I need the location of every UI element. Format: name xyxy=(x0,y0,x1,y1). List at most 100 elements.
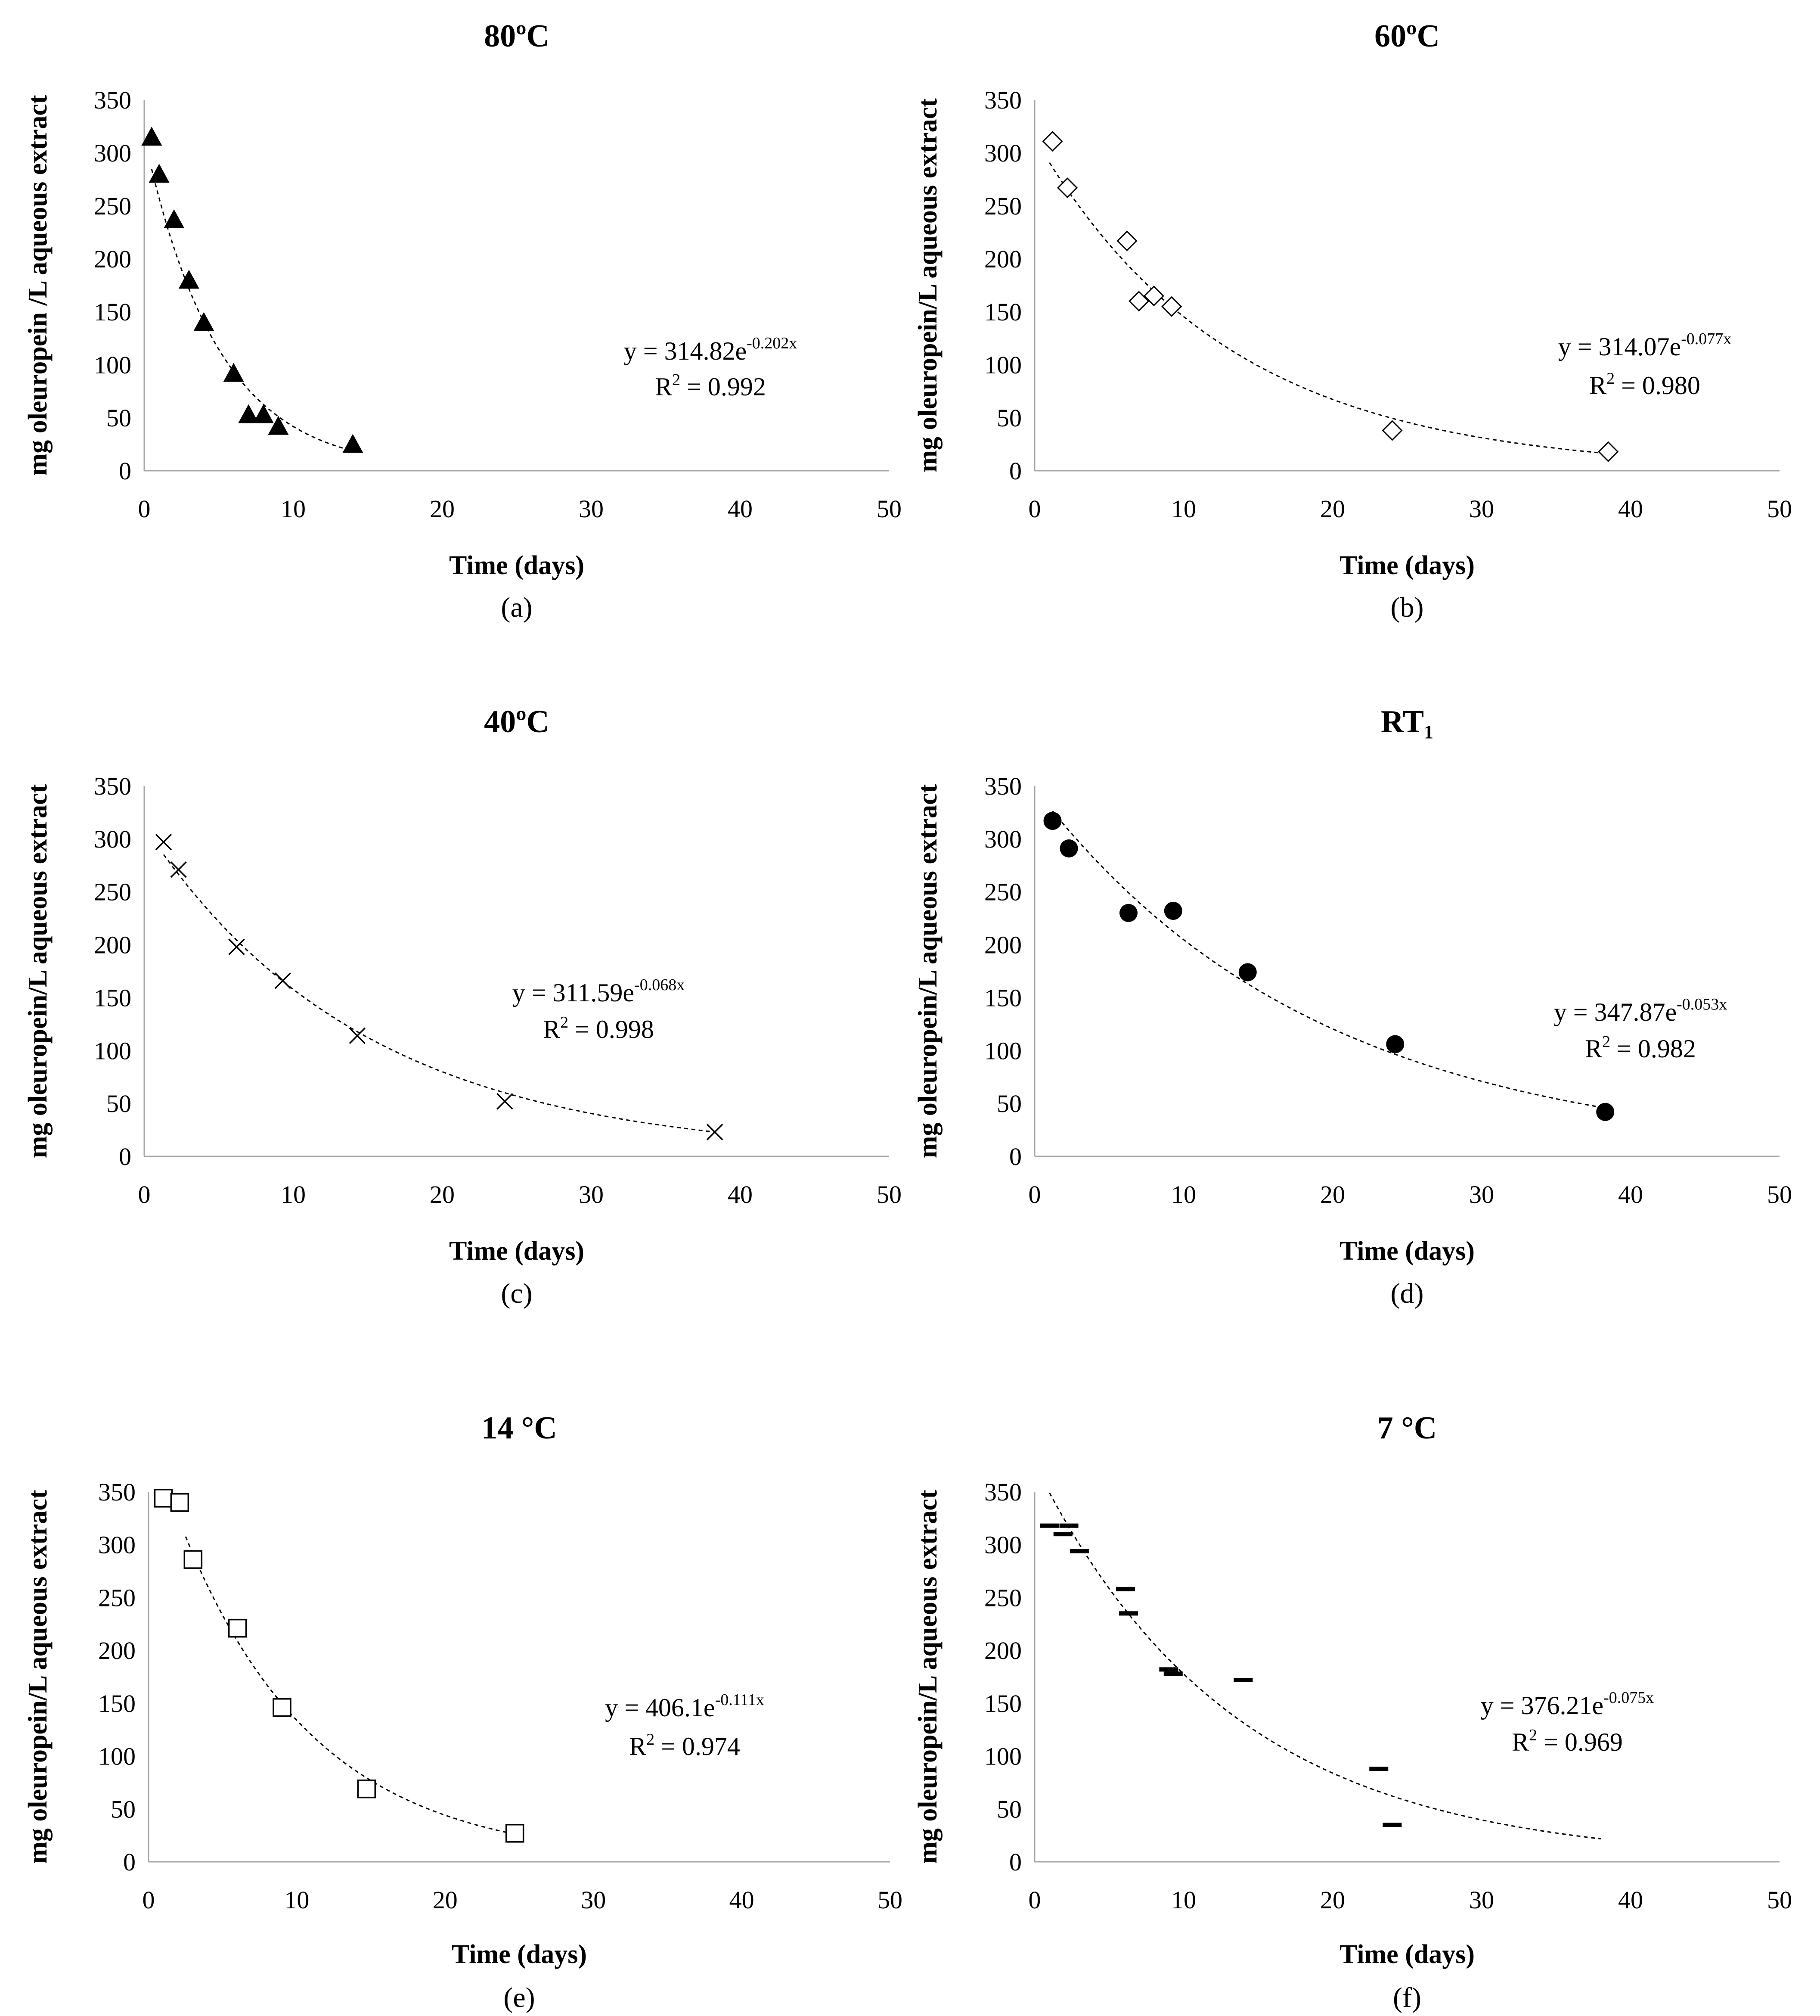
data-point xyxy=(1369,1767,1389,1771)
r-squared-value: = 0.974 xyxy=(654,1732,740,1761)
x-axis-title: Time (days) xyxy=(1339,1940,1475,1969)
data-point xyxy=(1386,1035,1405,1053)
x-tick-label: 50 xyxy=(1767,1886,1792,1914)
y-tick-label: 200 xyxy=(94,245,131,273)
data-point xyxy=(1382,420,1403,441)
x-tick-label: 50 xyxy=(877,495,902,523)
y-tick-label: 200 xyxy=(984,245,1022,273)
data-point xyxy=(1129,291,1150,312)
y-axis-title: mg oleuropein/L aqueous extract xyxy=(913,1490,943,1864)
data-point xyxy=(164,209,185,228)
y-tick-label: 100 xyxy=(94,1037,131,1065)
chart-panel-3: 40ºC 0 50 100 150 200 250 300 350 0 10 20 30 40 50 Time… xyxy=(23,704,902,1309)
y-tick-label: 350 xyxy=(984,86,1022,114)
data-point xyxy=(238,404,259,423)
data-point xyxy=(1043,812,1062,830)
y-tick-label: 150 xyxy=(98,1690,136,1718)
x-tick-label: 30 xyxy=(579,1180,604,1208)
x-axis-title: Time (days) xyxy=(1339,551,1475,580)
y-tick-label: 100 xyxy=(98,1743,136,1771)
y-tick-label: 200 xyxy=(94,931,131,959)
y-tick-label: 200 xyxy=(984,1637,1022,1665)
r-squared: R2 = 0.974 xyxy=(629,1730,740,1761)
x-tick-label: 50 xyxy=(877,1886,902,1914)
trendline xyxy=(1049,1492,1601,1840)
x-axis-title: Time (days) xyxy=(452,1940,587,1969)
chart-panel-2: 60ºC 0 50 100 150 200 250 300 350 0 10 20 30 40 50 Time… xyxy=(913,19,1792,623)
y-tick-label: 0 xyxy=(119,457,131,485)
panel-label: (b) xyxy=(1391,592,1424,623)
r-squared-value: = 0.992 xyxy=(680,373,766,401)
y-tick-label: 250 xyxy=(94,878,131,906)
x-tick-label: 20 xyxy=(430,1180,455,1208)
data-point xyxy=(268,416,289,435)
data-point xyxy=(1164,901,1182,920)
panel-label: (a) xyxy=(501,592,532,623)
data-point xyxy=(1059,1523,1079,1528)
x-tick-label: 0 xyxy=(1029,1886,1041,1914)
x-tick-label: 30 xyxy=(1469,1180,1494,1208)
data-point xyxy=(1070,1549,1089,1553)
data-point xyxy=(223,363,244,382)
r-squared-value: = 0.982 xyxy=(1610,1034,1696,1063)
data-point xyxy=(1116,230,1138,252)
equation-exponent: -0.068x xyxy=(634,976,685,994)
trendline-equation: y = 406.1e-0.111x xyxy=(605,1691,764,1722)
x-tick-label: 20 xyxy=(1320,1180,1345,1208)
trendline xyxy=(185,1536,515,1835)
x-tick-label: 50 xyxy=(1767,1180,1792,1208)
y-tick-label: 300 xyxy=(94,139,131,167)
data-point xyxy=(1040,1523,1059,1528)
data-point xyxy=(1053,1532,1073,1537)
data-point xyxy=(193,312,214,331)
r-squared-superscript: 2 xyxy=(672,371,680,389)
y-tick-label: 100 xyxy=(984,1743,1022,1771)
r-squared-superscript: 2 xyxy=(1529,1726,1537,1744)
y-axis-title: mg oleuropein/L aqueous extract xyxy=(23,784,53,1158)
trendline-equation: y = 347.87e-0.053x xyxy=(1554,995,1727,1026)
data-point xyxy=(178,270,199,289)
r-squared-superscript: 2 xyxy=(646,1730,654,1749)
y-tick-label: 300 xyxy=(94,825,131,853)
y-axis-title: mg oleuropein /L aqueous extract xyxy=(23,95,53,475)
y-tick-label: 50 xyxy=(997,404,1022,432)
r-squared-superscript: 2 xyxy=(1606,370,1615,388)
chart-panel-1: 80ºC 0 50 100 150 200 250 300 350 0 10 20 30 40 50 Time… xyxy=(23,19,902,623)
chart-title-subscript: 1 xyxy=(1424,721,1433,742)
data-point xyxy=(228,1618,247,1638)
y-tick-label: 250 xyxy=(984,878,1022,906)
data-point xyxy=(170,1493,189,1512)
r-squared: R2 = 0.969 xyxy=(1512,1726,1623,1756)
x-tick-label: 20 xyxy=(430,495,455,523)
y-tick-label: 50 xyxy=(111,1795,136,1823)
data-point xyxy=(1238,963,1257,982)
data-point xyxy=(706,1124,723,1140)
chart-title: RT1 xyxy=(1381,704,1433,742)
y-tick-label: 0 xyxy=(1009,457,1022,485)
chart-panel-4: RT1 0 50 100 150 200 250 300 350 0 10 20 30 40 50 Time … xyxy=(913,704,1792,1309)
x-tick-label: 10 xyxy=(1171,495,1196,523)
data-point xyxy=(183,1550,203,1569)
trendline-equation: y = 311.59e-0.068x xyxy=(512,976,685,1007)
trendline xyxy=(151,169,353,452)
equation-exponent: -0.202x xyxy=(747,334,797,352)
equation-exponent: -0.077x xyxy=(1681,330,1731,348)
data-point xyxy=(1159,1667,1178,1672)
y-tick-label: 250 xyxy=(984,1584,1022,1612)
x-axis-title: Time (days) xyxy=(1339,1236,1475,1266)
data-point xyxy=(1596,1103,1615,1121)
r-squared-superscript: 2 xyxy=(560,1013,568,1031)
y-tick-label: 0 xyxy=(119,1143,131,1171)
x-tick-label: 10 xyxy=(1171,1886,1196,1914)
data-point xyxy=(1119,904,1138,922)
x-tick-label: 20 xyxy=(1320,495,1345,523)
x-tick-label: 40 xyxy=(729,1886,754,1914)
chart-panel-6: 7 °C 0 50 100 150 200 250 300 350 0 10 20 30 40 50 Time… xyxy=(913,1410,1792,2013)
x-tick-label: 0 xyxy=(138,495,151,523)
x-tick-label: 40 xyxy=(728,495,753,523)
panel-label: (d) xyxy=(1391,1278,1424,1309)
trendline-equation: y = 314.07e-0.077x xyxy=(1558,330,1732,361)
data-point xyxy=(505,1823,524,1843)
r-squared: R2 = 0.980 xyxy=(1589,370,1700,400)
data-point xyxy=(155,833,172,851)
